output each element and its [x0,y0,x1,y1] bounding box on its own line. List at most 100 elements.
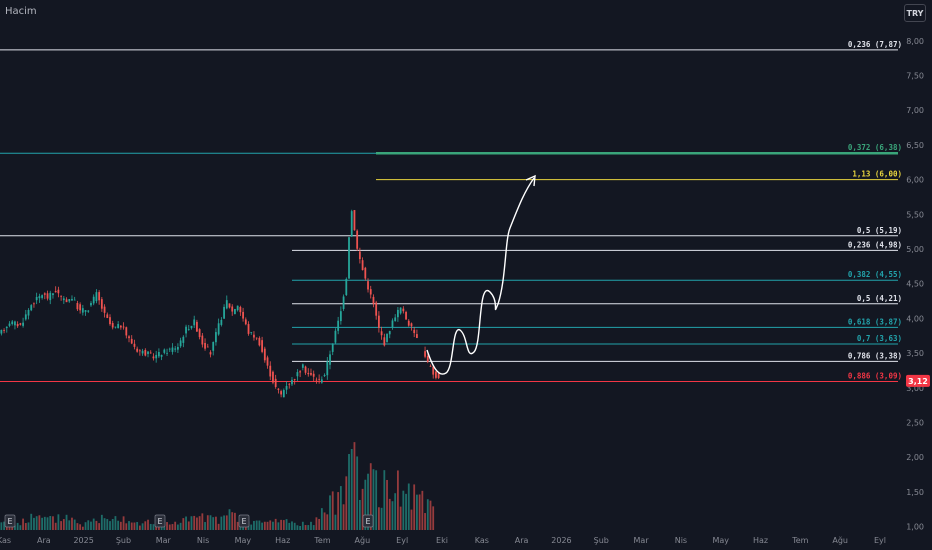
volume-bar [144,521,147,530]
candle-body [236,305,239,311]
x-tick-label: Ara [37,536,51,545]
volume-bar [111,518,114,530]
volume-bar [334,514,337,530]
volume-bar [424,513,426,530]
y-tick-label: 8,00 [906,37,924,46]
volume-bar [92,518,95,530]
volume-bar [413,484,416,530]
volume-bar [397,470,399,530]
candle-body [299,371,302,373]
candle-body [293,379,296,381]
volume-bar [84,522,87,530]
volume-bar [65,514,68,530]
candle-body [111,323,114,328]
candle-body [122,326,125,328]
candle-body [435,371,437,378]
candle-body [30,305,33,311]
volume-bar [71,517,73,530]
candle-body [117,324,120,329]
volume-bar [193,515,196,530]
candle-body [11,321,14,325]
volume-bar [198,516,201,530]
volume-bar [377,507,380,530]
volume-bar [296,525,299,530]
volume-bar [81,526,84,530]
candle-body [149,352,152,354]
candle-body [367,281,369,290]
volume-bar [41,517,43,530]
fib-level-label: 0,382 (4,55) [848,270,902,279]
volume-bar [307,525,310,530]
x-tick-label: 2025 [73,536,93,545]
volume-bar [263,521,266,530]
candle-body [353,210,356,231]
candle-body [46,293,49,299]
candle-body [0,329,3,334]
candle-body [405,311,407,320]
earnings-marker-box [238,514,250,528]
y-tick-label: 6,50 [906,141,924,150]
volume-bar [348,453,350,530]
candle-body [261,340,263,352]
volume-bar [19,525,22,530]
volume-bar [68,520,71,530]
volume-bar [353,442,356,530]
candle-body [41,295,43,298]
candle-body [296,372,299,377]
y-tick-label: 7,50 [906,72,924,81]
volume-bar [315,517,318,530]
candle-body [280,391,283,395]
candle-body [424,351,426,357]
volume-bar [3,521,5,530]
candle-body [432,366,435,375]
volume-bar [187,521,190,530]
volume-bar [204,522,206,530]
volume-bar [293,522,296,530]
y-tick-label: 3,50 [906,349,924,358]
candle-body [57,289,60,294]
current-price-badge: 3,12 [906,374,930,387]
candle-body [171,347,174,352]
candle-body [334,330,337,343]
candle-body [402,308,405,312]
volume-bar [196,517,198,530]
x-tick-label: Kas [475,536,489,545]
volume-bar [282,520,285,530]
candle-body [285,386,288,390]
y-tick-label: 2,50 [906,418,924,427]
candle-body [212,342,215,351]
candle-body [345,278,348,296]
volume-bar [410,509,413,530]
candle-body [201,335,204,345]
candle-body [234,309,236,314]
volume-bar [114,516,117,530]
volume-indicator-label[interactable]: Hacim [5,6,37,17]
candle-body [217,323,220,335]
volume-bar [35,516,38,530]
candle-body [106,314,109,318]
volume-bar [402,490,405,530]
volume-bar [79,524,82,530]
candle-body [27,309,30,316]
fib-level-label: 0,886 (3,09) [848,372,902,381]
earnings-marker-letter: E [7,517,12,526]
price-badge-text: 3,12 [908,377,928,386]
candle-body [185,326,187,334]
currency-button[interactable]: TRY [904,4,926,22]
candle-body [206,346,209,348]
volume-bar [288,522,291,530]
x-tick-label: May [712,536,729,545]
earnings-marker-letter: E [157,517,162,526]
candle-body [168,348,171,350]
volume-bar [405,493,407,530]
volume-bar [261,522,263,530]
x-tick-label: Nis [197,536,209,545]
x-tick-label: Eki [436,536,448,545]
volume-bar [33,517,35,530]
volume-bar [212,517,215,530]
candle-body [65,299,68,303]
candle-body [407,320,410,326]
candle-body [73,299,76,301]
candle-body [100,299,103,309]
